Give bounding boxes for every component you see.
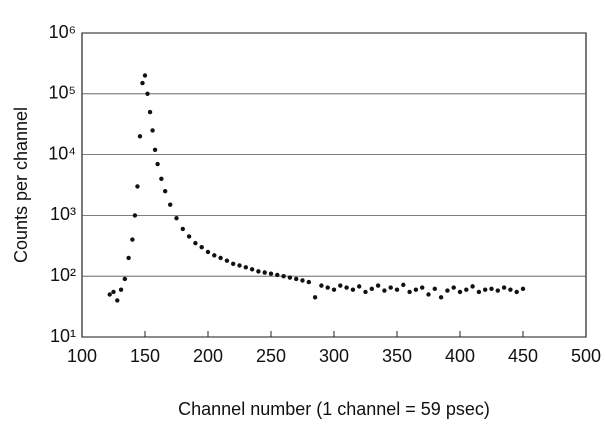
data-point <box>205 249 211 255</box>
data-point <box>369 286 374 292</box>
data-point <box>331 287 337 292</box>
data-point <box>111 289 116 295</box>
data-point <box>115 298 120 303</box>
data-point <box>212 253 217 258</box>
data-point <box>394 287 400 292</box>
data-point <box>350 287 356 292</box>
data-point <box>382 288 387 293</box>
data-point <box>199 244 204 250</box>
data-point <box>180 226 185 232</box>
data-point <box>312 295 318 300</box>
y-axis-label: Counts per channel <box>11 107 31 263</box>
data-point <box>135 184 140 189</box>
data-point <box>501 285 507 290</box>
data-point <box>306 279 311 285</box>
y-tick-label: 10² <box>50 265 76 285</box>
data-point <box>287 275 293 280</box>
data-point <box>451 285 456 290</box>
data-point <box>231 261 236 266</box>
data-point <box>438 295 444 300</box>
data-point <box>375 283 381 288</box>
data-point <box>132 213 138 218</box>
x-tick-label: 100 <box>67 346 97 366</box>
y-tick-label: 10³ <box>50 204 76 224</box>
data-point <box>495 288 500 293</box>
data-point <box>218 255 223 261</box>
data-point <box>520 286 526 292</box>
data-point <box>193 240 198 246</box>
data-point <box>319 283 324 288</box>
data-point <box>407 289 412 295</box>
data-point <box>457 289 463 295</box>
data-point <box>243 265 248 270</box>
data-point <box>464 287 469 292</box>
data-point <box>476 289 482 295</box>
x-tick-label: 200 <box>193 346 223 366</box>
data-point <box>470 284 475 289</box>
data-point <box>145 91 150 97</box>
data-point <box>186 234 192 239</box>
data-point <box>489 286 494 292</box>
data-point <box>275 272 280 278</box>
data-point <box>147 109 153 115</box>
data-point <box>344 285 349 290</box>
data-point <box>514 289 519 295</box>
data-point <box>445 288 450 293</box>
data-point <box>483 287 488 292</box>
data-point <box>357 284 362 289</box>
x-axis-label: Channel number (1 channel = 59 psec) <box>178 399 490 419</box>
x-tick-label: 500 <box>571 346 601 366</box>
data-point <box>155 161 160 167</box>
data-point <box>168 202 173 207</box>
data-point <box>126 255 131 261</box>
data-point <box>413 287 419 292</box>
data-point <box>338 283 343 288</box>
data-point <box>249 267 255 272</box>
y-tick-label: 10⁶ <box>49 22 76 42</box>
data-point <box>224 258 230 263</box>
y-tick-label: 10⁵ <box>49 83 76 103</box>
x-tick-label: 300 <box>319 346 349 366</box>
data-point <box>300 278 305 283</box>
x-tick-label: 150 <box>130 346 160 366</box>
y-tick-label: 10⁴ <box>48 143 76 163</box>
x-tick-label: 400 <box>445 346 475 366</box>
data-point <box>363 289 368 295</box>
data-point <box>130 237 135 242</box>
data-point <box>262 270 267 275</box>
x-tick-label: 450 <box>508 346 538 366</box>
data-point <box>237 263 242 268</box>
data-point <box>150 128 155 133</box>
data-point <box>281 274 286 279</box>
data-point <box>401 282 406 288</box>
data-point <box>420 285 425 290</box>
data-point <box>140 80 145 86</box>
data-point <box>118 287 124 292</box>
data-point <box>508 287 513 292</box>
data-point <box>325 285 330 290</box>
y-tick-label: 10¹ <box>50 326 76 346</box>
data-point <box>142 73 148 78</box>
x-tick-label: 250 <box>256 346 286 366</box>
data-point <box>107 292 112 297</box>
data-point <box>294 276 299 282</box>
data-point <box>432 286 437 292</box>
x-tick-label: 350 <box>382 346 412 366</box>
data-point <box>388 285 393 290</box>
data-point <box>174 215 179 221</box>
data-point <box>268 271 274 276</box>
data-point <box>426 292 431 297</box>
data-point <box>256 269 261 274</box>
data-point <box>159 176 164 181</box>
data-point <box>137 134 143 139</box>
data-point <box>122 276 128 282</box>
data-point <box>162 189 168 194</box>
data-point <box>152 147 158 152</box>
